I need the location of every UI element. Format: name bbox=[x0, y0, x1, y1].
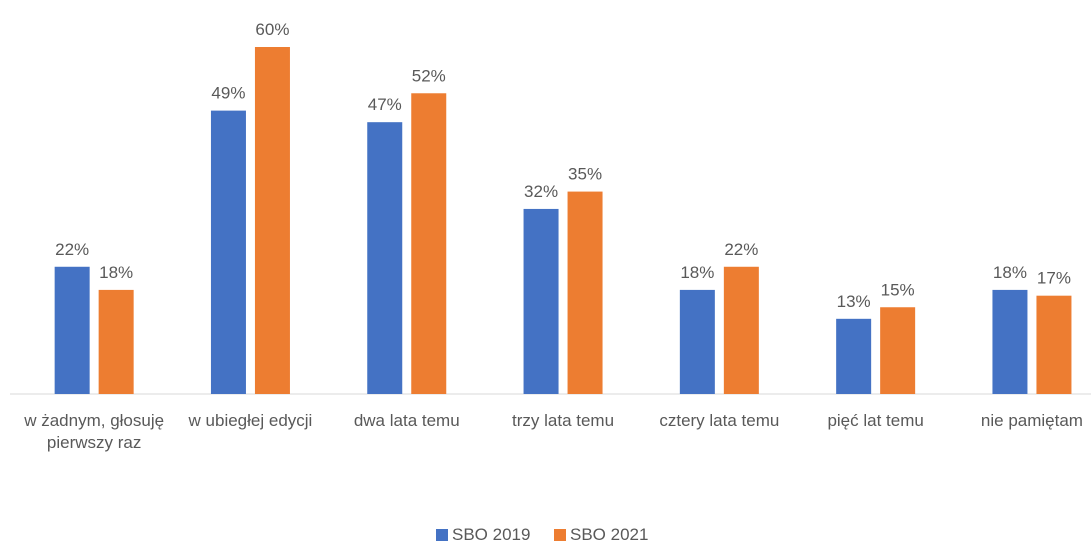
x-tick-label: cztery lata temu bbox=[659, 411, 780, 430]
legend-label: SBO 2021 bbox=[570, 525, 649, 544]
data-label: 49% bbox=[211, 84, 245, 103]
x-tick-label: trzy lata temu bbox=[512, 411, 615, 430]
bar bbox=[411, 93, 447, 395]
bar bbox=[992, 289, 1028, 394]
legend-item: SBO 2021 bbox=[554, 525, 648, 545]
data-label: 18% bbox=[99, 263, 133, 282]
data-label: 35% bbox=[568, 165, 602, 184]
bar bbox=[836, 318, 872, 394]
bar bbox=[723, 266, 759, 394]
bar bbox=[679, 289, 715, 394]
bar bbox=[523, 208, 559, 394]
data-label: 52% bbox=[412, 66, 446, 85]
x-tick-label: w ubiegłej edycji bbox=[188, 411, 313, 430]
data-label: 17% bbox=[1037, 269, 1071, 288]
bar bbox=[98, 289, 134, 394]
x-tick-label: w żadnym, głosuję pierwszy raz bbox=[24, 411, 165, 452]
legend-item: SBO 2019 bbox=[436, 525, 530, 545]
data-label: 60% bbox=[255, 20, 289, 39]
data-label: 13% bbox=[837, 292, 871, 311]
bar bbox=[54, 266, 90, 394]
legend-swatch bbox=[436, 529, 448, 541]
bar bbox=[567, 191, 603, 394]
data-label: 15% bbox=[881, 280, 915, 299]
x-tick-label: nie pamiętam bbox=[980, 411, 1083, 430]
x-tick-label: pięć lat temu bbox=[827, 411, 924, 430]
bar bbox=[367, 122, 403, 394]
bar bbox=[880, 307, 916, 394]
bar bbox=[1036, 295, 1072, 394]
bar bbox=[254, 47, 290, 394]
data-label: 22% bbox=[724, 240, 758, 259]
data-label: 47% bbox=[368, 95, 402, 114]
x-tick-label: dwa lata temu bbox=[353, 411, 460, 430]
data-label: 32% bbox=[524, 182, 558, 201]
data-label: 22% bbox=[55, 240, 89, 259]
data-label: 18% bbox=[680, 263, 714, 282]
bar bbox=[210, 110, 246, 394]
legend-swatch bbox=[554, 529, 566, 541]
legend-label: SBO 2019 bbox=[452, 525, 531, 544]
data-label: 18% bbox=[993, 263, 1027, 282]
